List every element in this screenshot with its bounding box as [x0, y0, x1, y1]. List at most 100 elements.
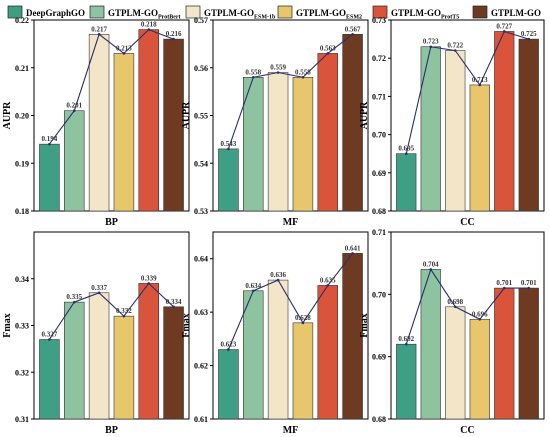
legend-item: GTPLM-GOESM2 [277, 5, 362, 21]
bar [518, 38, 539, 212]
point-marker [251, 289, 255, 293]
bar [445, 50, 466, 212]
y-tick-label: 0.68 [372, 415, 386, 424]
legend-label-sub: ProtT5 [441, 15, 459, 21]
legend-label: GTPLM-GOESM-1b [204, 8, 276, 21]
x-axis-label: MF [283, 425, 299, 436]
legend-swatch [372, 5, 388, 19]
data-label: 0.216 [166, 30, 182, 38]
legend-label-sub: ESM-1b [254, 15, 276, 21]
legend-label-main: GTPLM-GO [108, 8, 158, 18]
plot-frame [212, 231, 369, 420]
data-label: 0.635 [320, 276, 336, 284]
y-axis-label: AUPR [2, 101, 13, 130]
point-marker [97, 291, 101, 295]
point-marker [453, 305, 457, 309]
point-marker [404, 342, 408, 346]
data-label: 0.334 [166, 298, 182, 306]
bar [88, 34, 110, 212]
x-axis-label: BP [105, 217, 118, 228]
bar [138, 283, 159, 420]
data-label: 0.558 [245, 68, 261, 76]
legend-label: GTPLM-GOProtBert [108, 8, 181, 21]
bar [113, 53, 135, 212]
legend-swatch [472, 5, 488, 19]
legend-label-main: GTPLM-GO [204, 8, 254, 18]
data-label: 0.634 [245, 282, 261, 290]
data-label: 0.218 [141, 21, 157, 29]
y-tick-label: 0.32 [15, 368, 29, 377]
x-axis-label: CC [460, 217, 474, 228]
chart-panel-bp-fmax: 0.31 0.32 0.33 0.34 Fmax BP 0.327 0.335 0.337 0.3… [2, 231, 190, 436]
point-marker [326, 52, 330, 55]
bar [88, 292, 110, 420]
chart-panel-bp-aupr: 0.18 0.19 0.20 0.21 0.22 AUPR BP 0.194 0.201 0.21… [2, 16, 190, 228]
data-label: 0.641 [345, 244, 361, 252]
point-marker [527, 286, 531, 290]
bar [518, 287, 539, 420]
legend-label-main: DeepGraphGO [26, 8, 85, 18]
bar [494, 31, 515, 212]
data-label: 0.713 [472, 76, 488, 84]
y-tick-label: 0.69 [372, 169, 386, 178]
y-tick-label: 0.72 [372, 54, 386, 63]
legend-swatch [277, 5, 293, 19]
bar [317, 53, 338, 212]
point-marker [172, 37, 175, 41]
bar [138, 29, 159, 212]
legend-label-sub: ProtBert [158, 15, 181, 21]
bar [469, 318, 490, 420]
y-tick-label: 0.61 [194, 415, 208, 424]
plot-frame [390, 231, 545, 420]
bar [420, 46, 441, 212]
legend-swatch [185, 5, 201, 19]
data-label: 0.636 [270, 271, 286, 279]
data-label: 0.623 [221, 341, 237, 349]
legend-swatch [89, 5, 105, 19]
y-tick-label: 0.73 [372, 16, 386, 25]
data-label: 0.335 [66, 293, 82, 301]
x-axis-label: CC [460, 425, 474, 436]
data-label: 0.337 [91, 284, 107, 292]
y-tick-label: 0.33 [15, 322, 29, 331]
point-marker [404, 152, 408, 155]
chart-panel-cc-aupr: 0.68 0.69 0.70 0.71 0.72 0.73 AUPR CC 0.695 0.723… [359, 16, 545, 228]
bar [243, 290, 264, 420]
x-axis-label: MF [283, 217, 299, 228]
point-marker [72, 300, 76, 304]
data-label: 0.725 [521, 30, 537, 38]
point-marker [351, 252, 354, 255]
y-tick-label: 0.22 [15, 16, 29, 25]
point-marker [453, 49, 457, 52]
data-label: 0.698 [447, 298, 463, 306]
bar [317, 285, 338, 420]
point-marker [227, 147, 230, 151]
y-tick-label: 0.19 [15, 159, 29, 168]
point-marker [351, 33, 354, 36]
data-label: 0.327 [42, 331, 58, 339]
legend-item: GTPLM-GOESM-1b [185, 5, 276, 21]
y-tick-label: 0.55 [194, 112, 208, 121]
y-tick-label: 0.62 [194, 362, 208, 371]
data-label: 0.701 [521, 279, 537, 287]
chart-panel-mf-fmax: 0.61 0.62 0.63 0.64 Fmax MF 0.623 0.634 0.636 0.6… [181, 231, 369, 436]
data-label: 0.723 [423, 38, 439, 46]
point-marker [301, 321, 305, 325]
y-tick-label: 0.70 [372, 290, 386, 299]
point-marker [502, 286, 506, 290]
y-tick-label: 0.68 [372, 207, 386, 216]
data-label: 0.559 [270, 64, 286, 72]
point-marker [478, 83, 482, 87]
legend-item: DeepGraphGO [7, 5, 85, 19]
point-marker [429, 268, 433, 271]
point-marker [251, 76, 255, 79]
y-tick-label: 0.63 [194, 308, 208, 317]
bar [292, 77, 314, 212]
bar [396, 153, 417, 212]
bar [267, 72, 289, 212]
point-marker [147, 282, 151, 285]
y-tick-label: 0.56 [194, 64, 208, 73]
data-label: 0.217 [91, 25, 107, 33]
chart-panels: 0.18 0.19 0.20 0.21 0.22 AUPR BP 0.194 0.201 0.21… [2, 16, 545, 436]
point-marker [326, 284, 330, 287]
